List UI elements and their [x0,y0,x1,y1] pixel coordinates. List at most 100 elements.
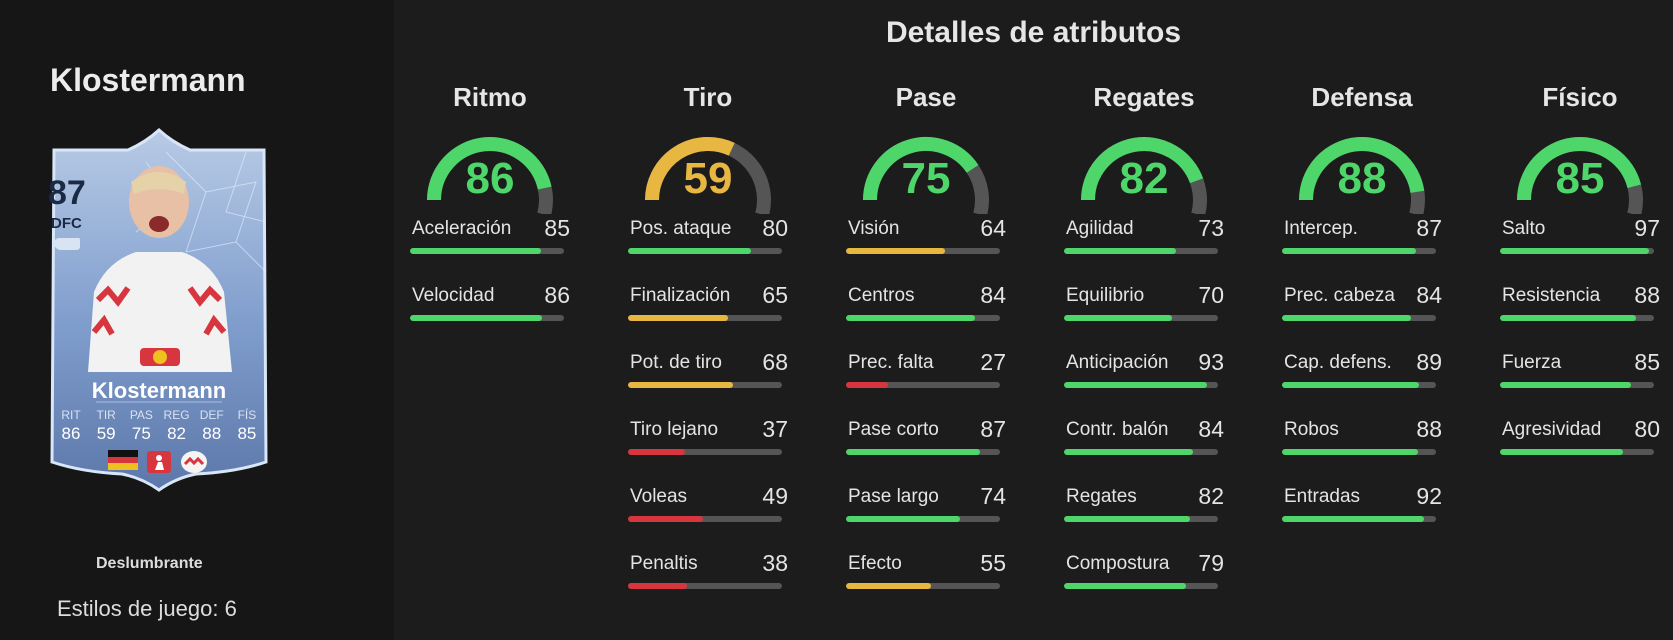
attribute-row: Pase corto 87 [846,416,1006,486]
attribute-bar-track [846,315,1000,321]
attribute-name: Visión [848,218,900,239]
attribute-name: Tiro lejano [630,419,719,440]
attribute-bar-track [628,248,782,254]
card-stat: REG 82 [162,408,192,444]
playstyles[interactable]: Estilos de juego: 6 [57,596,237,622]
category-gauge: 59 [628,124,788,214]
attribute-name: Pase largo [848,486,939,507]
card-stat-value: 82 [167,424,187,443]
attribute-bar-fill [1500,382,1631,388]
card-stat-value: 88 [202,424,222,443]
attribute-bar-track [1064,248,1218,254]
attribute-value: 65 [762,282,788,308]
card-stat-value: 85 [237,424,257,443]
attribute-bar-track [1064,449,1218,455]
card-rarity: Deslumbrante [96,555,203,572]
attribute-bar-track [628,583,782,589]
attribute-name: Penaltis [630,553,698,574]
category-value: 59 [683,154,733,203]
gauge-fill [427,137,552,201]
attribute-bar-track [628,382,782,388]
attribute-bar-track [1064,583,1218,589]
attribute-row: Resistencia 88 [1500,282,1660,352]
attribute-row: Pos. ataque 80 [628,215,788,285]
attribute-bar-track [1500,248,1654,254]
attribute-column-2: Tiro 59 Pos. ataque 80 Finalización 65 Pot. de… [628,82,788,620]
attribute-bar-track [410,315,564,321]
attribute-value: 84 [1198,416,1224,442]
attribute-column-1: Ritmo 86 Aceleración 85 Velocidad 86 [410,82,570,352]
attribute-row: Equilibrio 70 [1064,282,1224,352]
attribute-column-6: Físico 85 Salto 97 Resistencia 88 Fuerza 85 Agre… [1500,82,1660,486]
attribute-bar-fill [846,449,980,455]
attribute-value: 55 [980,550,1006,576]
attribute-bar-fill [846,516,960,522]
attribute-bar-fill [1500,315,1636,321]
attribute-row: Agresividad 80 [1500,416,1660,486]
attribute-row: Visión 64 [846,215,1006,285]
attribute-value: 73 [1198,215,1224,241]
attribute-bar-track [846,583,1000,589]
attribute-bar-fill [628,248,752,254]
card-stat: DEF 88 [197,408,227,444]
attribute-row: Tiro lejano 37 [628,416,788,486]
player-panel: Klostermann [0,0,394,640]
card-stat-label: RIT [61,408,81,422]
attribute-name: Regates [1066,486,1137,507]
attribute-value: 85 [1634,349,1660,375]
card-position: DFC [51,215,82,232]
attribute-bar-track [628,516,782,522]
attribute-name: Robos [1284,419,1339,440]
card-stat: FÍS 85 [232,408,262,444]
attribute-value: 88 [1634,282,1660,308]
attribute-row: Agilidad 73 [1064,215,1224,285]
attribute-bar-fill [410,248,541,254]
attribute-value: 84 [980,282,1006,308]
attribute-name: Resistencia [1502,285,1601,306]
attribute-bar-fill [846,315,976,321]
attribute-bar-fill [1500,248,1650,254]
attribute-list: Intercep. 87 Prec. cabeza 84 Cap. defens. 89 R… [1282,215,1442,553]
attribute-name: Centros [848,285,915,306]
attribute-bar-track [1282,382,1436,388]
bundesliga-logo-icon [147,451,171,473]
attribute-name: Voleas [630,486,688,507]
card-stat: TIR 59 [91,408,121,444]
attribute-row: Salto 97 [1500,215,1660,285]
attribute-bar-track [1282,315,1436,321]
attribute-value: 68 [762,349,788,375]
attribute-value: 92 [1416,483,1442,509]
attribute-bar-track [1064,516,1218,522]
attribute-name: Fuerza [1502,352,1562,373]
attribute-bar-fill [628,583,687,589]
attribute-name: Equilibrio [1066,285,1145,306]
attribute-bar-fill [1064,315,1172,321]
attribute-value: 89 [1416,349,1442,375]
category-title: Pase [895,82,957,112]
attribute-value: 64 [980,215,1006,241]
attribute-value: 37 [762,416,788,442]
card-rating: 87 [48,174,86,212]
attribute-row: Pot. de tiro 68 [628,349,788,419]
gauge-fill [1299,137,1425,201]
attribute-name: Pot. de tiro [630,352,722,373]
attribute-bar-fill [846,382,888,388]
attribute-bar-track [1500,315,1654,321]
attribute-value: 80 [762,215,788,241]
attribute-bar-fill [1282,248,1416,254]
attribute-row: Anticipación 93 [1064,349,1224,419]
category-title: Tiro [683,82,733,112]
attribute-row: Intercep. 87 [1282,215,1442,285]
attribute-bar-track [846,382,1000,388]
attribute-bar-fill [628,382,733,388]
category-value: 82 [1119,154,1169,203]
attribute-name: Aceleración [412,218,512,239]
attribute-value: 27 [980,349,1006,375]
player-name: Klostermann [50,62,246,98]
card-stat-label: REG [163,408,190,422]
attribute-value: 85 [544,215,570,241]
attribute-bar-track [1282,248,1436,254]
attribute-column-4: Regates 82 Agilidad 73 Equilibrio 70 Anticipac… [1064,82,1224,620]
attribute-name: Salto [1502,218,1546,239]
attribute-value: 79 [1198,550,1224,576]
